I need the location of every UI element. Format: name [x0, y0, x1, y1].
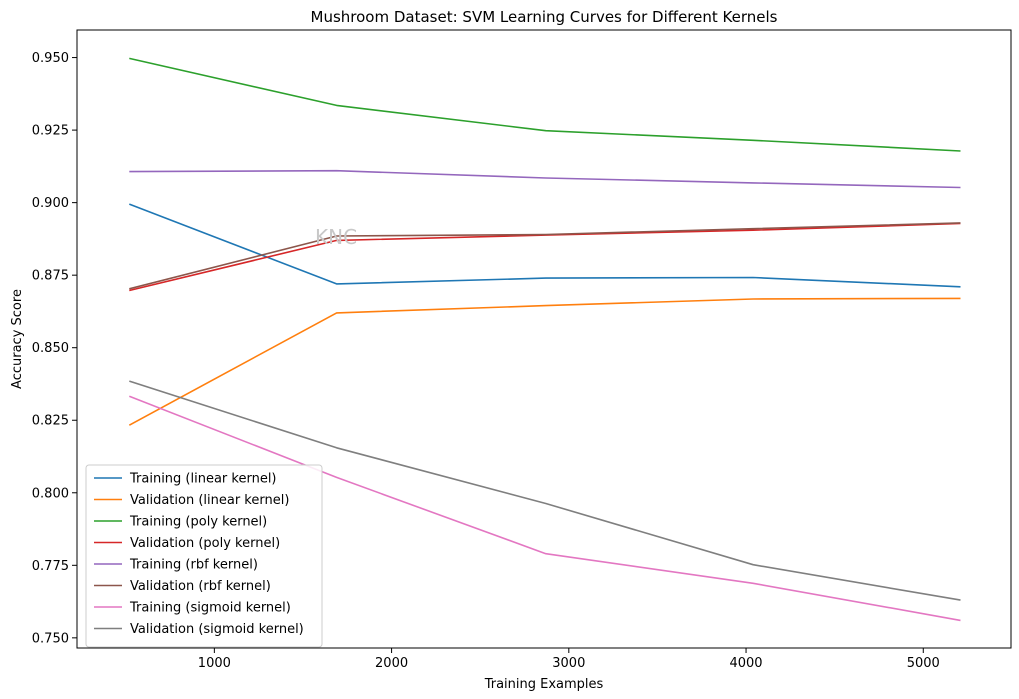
legend-label: Validation (poly kernel)	[130, 536, 280, 551]
legend-label: Training (poly kernel)	[129, 515, 267, 530]
series-line-1	[128, 297, 961, 426]
y-tick-label: 0.750	[32, 631, 69, 646]
y-tick-label: 0.850	[32, 341, 69, 356]
legend-label: Training (linear kernel)	[129, 472, 277, 487]
legend: Training (linear kernel) Validation (line…	[85, 464, 323, 648]
series-line-7	[129, 380, 961, 601]
y-tick-label: 0.875	[32, 269, 69, 284]
series-line-2	[129, 57, 961, 152]
legend-box	[85, 464, 323, 648]
x-tick-label: 4000	[729, 656, 762, 671]
y-tick-label: 0.775	[32, 559, 69, 574]
y-tick-label: 0.800	[32, 486, 69, 501]
legend-label: Training (sigmoid kernel)	[129, 601, 291, 616]
y-tick-label: 0.825	[32, 414, 69, 429]
legend-label: Validation (sigmoid kernel)	[130, 622, 304, 637]
x-axis-title: Training Examples	[484, 677, 604, 692]
plot-frame	[76, 29, 1012, 649]
watermark-text: KNC	[315, 225, 357, 249]
series-line-4	[129, 169, 961, 189]
y-tick-label: 0.950	[32, 51, 69, 66]
x-tick-label: 1000	[198, 656, 231, 671]
legend-label: Training (rbf kernel)	[129, 558, 258, 573]
legend-label: Validation (rbf kernel)	[130, 579, 271, 594]
x-tick-label: 3000	[552, 656, 585, 671]
y-tick-label: 0.925	[32, 124, 69, 139]
chart-title: Mushroom Dataset: SVM Learning Curves fo…	[311, 8, 778, 26]
series-line-5	[129, 222, 961, 290]
x-tick-label: 2000	[375, 656, 408, 671]
plot-lines	[128, 57, 961, 622]
y-axis-title: Accuracy Score	[10, 289, 25, 389]
x-tick-label: 5000	[907, 656, 940, 671]
legend-label: Validation (linear kernel)	[130, 493, 289, 508]
series-line-6	[129, 395, 961, 622]
y-tick-label: 0.900	[32, 196, 69, 211]
axis-ticks: 1000 2000 3000 4000 5000 0.750 0.775 0.800 0.825…	[32, 51, 940, 671]
